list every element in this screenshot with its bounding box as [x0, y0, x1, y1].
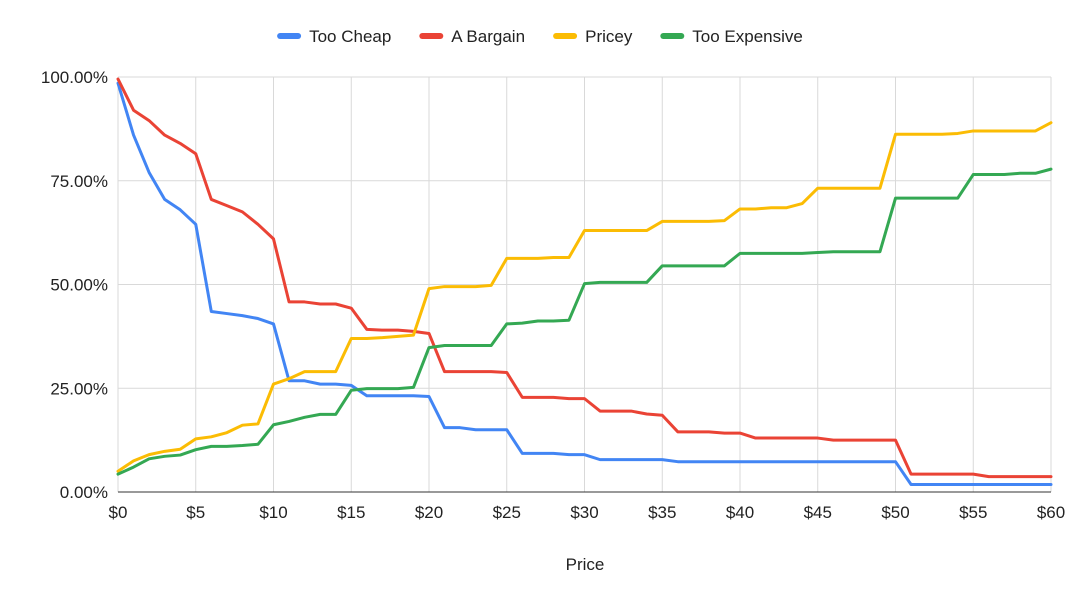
legend: Too Cheap A Bargain Pricey Too Expensive	[277, 27, 803, 46]
grid-lines	[117, 76, 1052, 493]
y-tick-label: 0.00%	[60, 483, 108, 502]
x-axis-ticks: $0 $5 $10 $15 $20 $25 $30 $35 $40 $45 $50 $55 $60	[109, 503, 1066, 522]
x-tick-label: $40	[726, 503, 754, 522]
series-line-too-cheap	[116, 81, 1053, 487]
x-tick-label: $5	[186, 503, 205, 522]
series-line-pricey	[116, 121, 1053, 473]
x-tick-label: $35	[648, 503, 676, 522]
y-tick-label: 50.00%	[50, 276, 108, 295]
y-tick-label: 75.00%	[50, 172, 108, 191]
x-tick-label: $25	[493, 503, 521, 522]
legend-swatch	[553, 33, 578, 39]
x-tick-label: $60	[1037, 503, 1065, 522]
legend-item: Pricey	[553, 27, 633, 46]
x-tick-label: $0	[109, 503, 128, 522]
series-lines	[116, 77, 1053, 487]
legend-item: Too Cheap	[277, 27, 391, 46]
x-tick-label: $55	[959, 503, 987, 522]
legend-swatch	[660, 33, 685, 39]
x-axis-title: Price	[566, 555, 605, 574]
series-line-too-expensive	[116, 167, 1053, 476]
x-tick-label: $50	[881, 503, 909, 522]
y-tick-label: 100.00%	[41, 68, 108, 87]
series-line-a-bargain	[116, 77, 1053, 479]
x-tick-label: $20	[415, 503, 443, 522]
legend-label: Too Cheap	[309, 27, 391, 46]
y-tick-label: 25.00%	[50, 379, 108, 398]
legend-swatch	[277, 33, 302, 39]
legend-label: A Bargain	[451, 27, 525, 46]
legend-swatch	[419, 33, 444, 39]
legend-item: Too Expensive	[660, 27, 803, 46]
x-tick-label: $30	[570, 503, 598, 522]
legend-label: Too Expensive	[692, 27, 803, 46]
legend-label: Pricey	[585, 27, 633, 46]
y-axis-ticks: 0.00% 25.00% 50.00% 75.00% 100.00%	[41, 68, 108, 502]
legend-item: A Bargain	[419, 27, 525, 46]
x-tick-label: $15	[337, 503, 365, 522]
x-tick-label: $45	[804, 503, 832, 522]
x-tick-label: $10	[259, 503, 287, 522]
